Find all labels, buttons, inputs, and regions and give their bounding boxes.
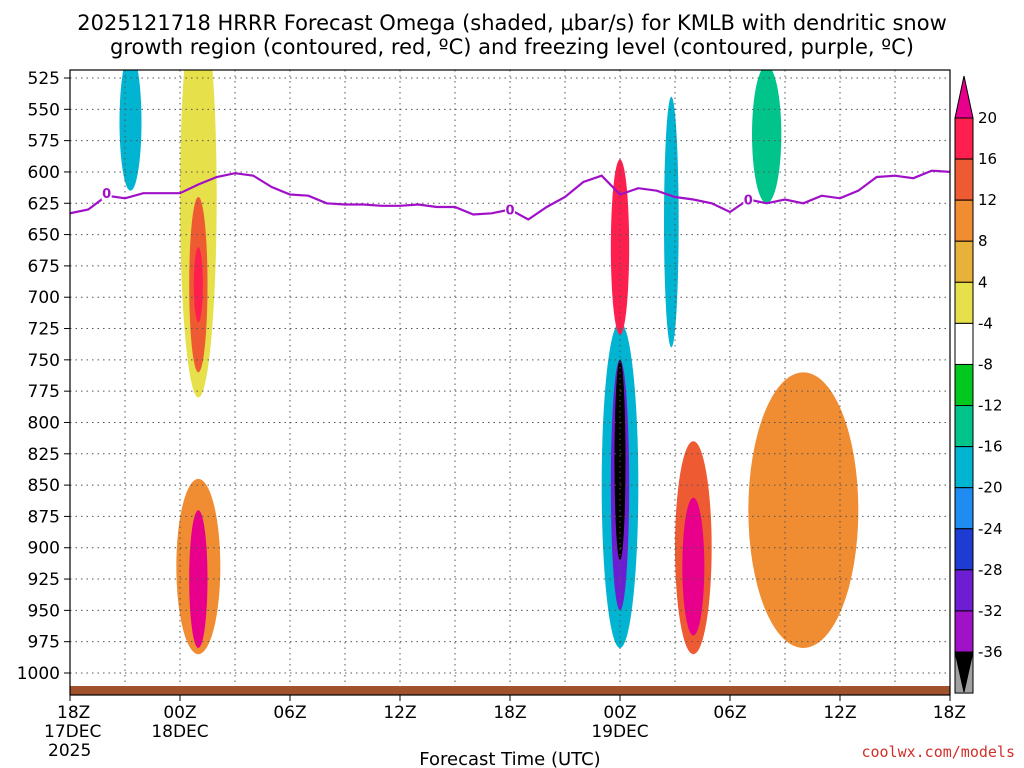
x-date-label-30: 19DEC — [591, 722, 648, 742]
colorbar-label-13: -36 — [978, 643, 1003, 661]
omega-region-descent-07z-max — [193, 247, 203, 323]
y-tick-label-800: 800 — [28, 413, 60, 433]
colorbar: 20 16 12 8 4 -4 -8 -12 -16 -20 -24 -28 -32 -36 — [954, 75, 1003, 694]
colorbar-label-3: 8 — [978, 232, 988, 250]
omega-region-ascent-33z-upper — [664, 96, 679, 348]
chart-title-line1: 2025121718 HRRR Forecast Omega (shaded, … — [77, 11, 947, 35]
x-tick-label-42: 12Z — [823, 703, 856, 723]
colorbar-box-12 — [954, 610, 974, 653]
colorbar-box-2 — [954, 199, 974, 242]
y-tick-label-575: 575 — [28, 132, 60, 152]
x-tick-label-48: 18Z — [933, 703, 966, 723]
omega-region-descent-34z-max — [682, 497, 705, 636]
plot-area: 0 0 0 — [69, 69, 951, 696]
chart-title-line2: growth region (contoured, red, ºC) and f… — [110, 35, 914, 59]
colorbar-box-10 — [954, 528, 974, 571]
freezing-level-label-2: 0 — [744, 194, 753, 209]
colorbar-box-7 — [954, 405, 974, 448]
x-tick-label-30: 00Z — [603, 703, 636, 723]
y-tick-label-700: 700 — [28, 288, 60, 308]
colorbar-label-2: 12 — [978, 191, 997, 209]
colorbar-label-6: -8 — [978, 355, 993, 373]
x-axis-label: Forecast Time (UTC) — [419, 749, 600, 768]
freezing-label-bg-0 — [101, 186, 112, 201]
x-tick-label-0: 18Z — [57, 703, 90, 723]
freezing-level-label-1: 0 — [505, 204, 514, 219]
x-date-label-6: 18DEC — [151, 722, 208, 742]
y-tick-label-975: 975 — [28, 633, 60, 653]
colorbar-top-arrow — [954, 75, 974, 119]
colorbar-label-7: -12 — [978, 397, 1003, 415]
y-tick-label-850: 850 — [28, 476, 60, 496]
x-tick-label-36: 06Z — [713, 703, 746, 723]
credit-text: coolwx.com/models — [861, 743, 1015, 761]
omega-region-ascent-38z-top — [752, 70, 782, 204]
x-tick-label-6: 00Z — [163, 703, 196, 723]
y-tick-label-875: 875 — [28, 507, 60, 527]
freezing-label-bg-1 — [505, 202, 515, 217]
freezing-level-label-0: 0 — [102, 187, 111, 202]
colorbar-box-6 — [954, 363, 974, 407]
x-tick-label-12: 06Z — [273, 703, 306, 723]
colorbar-label-8: -16 — [978, 438, 1003, 456]
y-tick-label-950: 950 — [28, 601, 60, 621]
y-tick-label-900: 900 — [28, 539, 60, 559]
x-year-label-0: 2025 — [48, 741, 91, 761]
colorbar-box-0 — [954, 117, 974, 160]
colorbar-box-11 — [954, 569, 974, 612]
y-tick-label-725: 725 — [28, 320, 60, 340]
y-tick-label-750: 750 — [28, 351, 60, 371]
terrain-band — [70, 686, 950, 695]
y-tick-label-650: 650 — [28, 226, 60, 246]
y-tick-label-775: 775 — [28, 382, 60, 402]
omega-region-descent-07z-low-max — [189, 510, 208, 648]
x-tick-label-18: 12Z — [383, 703, 416, 723]
omega-region-ascent-30z-max — [614, 359, 626, 561]
y-tick-label-600: 600 — [28, 163, 60, 183]
freezing-level-contour: 0 0 0 — [70, 169, 950, 221]
y-tick-label-550: 550 — [28, 100, 60, 120]
x-date-label-0: 17DEC — [44, 722, 101, 742]
colorbar-bottom-arrow — [954, 651, 974, 693]
y-tick-label-925: 925 — [28, 570, 60, 590]
colorbar-box-4 — [954, 281, 974, 324]
freezing-label-bg-2 — [743, 192, 754, 207]
omega-region-ascent-03z-top — [119, 70, 142, 191]
y-tick-label-625: 625 — [28, 194, 60, 214]
y-tick-label-525: 525 — [28, 69, 60, 89]
colorbar-label-1: 16 — [978, 150, 997, 168]
colorbar-box-9 — [954, 487, 974, 530]
colorbar-label-11: -28 — [978, 561, 1003, 579]
colorbar-label-4: 4 — [978, 273, 988, 291]
colorbar-label-9: -20 — [978, 479, 1003, 497]
colorbar-box-8 — [954, 446, 974, 489]
y-tick-label-1000: 1000 — [17, 664, 60, 684]
colorbar-box-1 — [954, 158, 974, 201]
y-axis: 525 550 575 600 625 650 675 700 725 750 775 800 825 8… — [17, 69, 70, 684]
colorbar-label-12: -32 — [978, 602, 1003, 620]
colorbar-box-3 — [954, 240, 974, 283]
omega-region-descent-42z-low — [748, 372, 859, 648]
colorbar-label-5: -4 — [978, 314, 993, 332]
y-tick-label-675: 675 — [28, 257, 60, 277]
colorbar-label-0: 20 — [978, 109, 997, 127]
y-tick-label-825: 825 — [28, 445, 60, 465]
colorbar-box-5 — [954, 322, 974, 365]
x-tick-label-24: 18Z — [493, 703, 526, 723]
colorbar-label-10: -24 — [978, 520, 1003, 538]
